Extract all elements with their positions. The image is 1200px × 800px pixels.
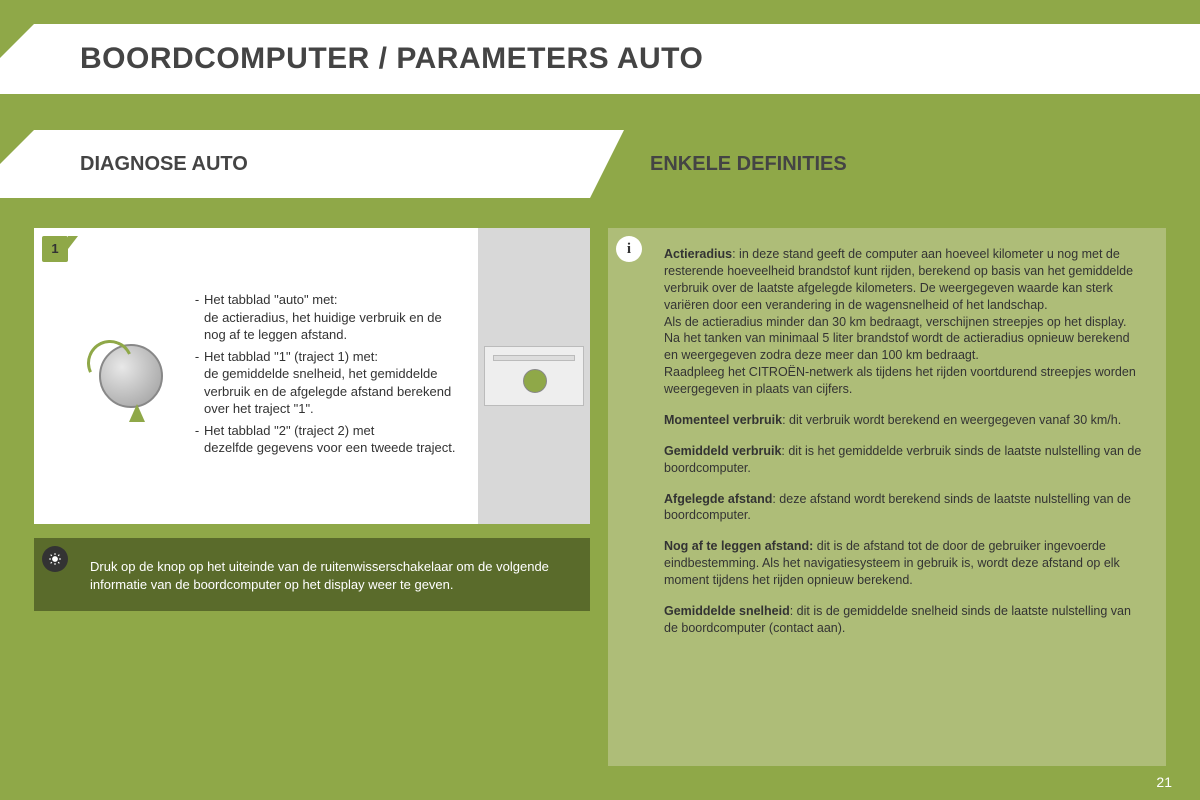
definition-item: Momenteel verbruik: dit verbruik wordt b… xyxy=(664,412,1142,429)
subheader-row: DIAGNOSE AUTO ENKELE DEFINITIES xyxy=(0,130,1200,198)
tip-panel: Druk op de knop op het uiteinde van de r… xyxy=(34,538,590,611)
definitions-list: Actieradius: in deze stand geeft de comp… xyxy=(664,246,1142,637)
tip-icon xyxy=(42,546,68,572)
tab-item: -Het tabblad "auto" met:de actieradius, … xyxy=(190,291,464,344)
definition-item: Actieradius: in deze stand geeft de comp… xyxy=(664,246,1142,398)
tab-item: -Het tabblad "2" (traject 2) metdezelfde… xyxy=(190,422,464,457)
content-row: 1 -Het tabblad "auto" met:de actieradius… xyxy=(34,228,1166,766)
definition-item: Gemiddeld verbruik: dit is het gemiddeld… xyxy=(664,443,1142,477)
definition-item: Afgelegde afstand: deze afstand wordt be… xyxy=(664,491,1142,525)
section-title-left: DIAGNOSE AUTO xyxy=(0,130,590,198)
definitions-panel: i Actieradius: in deze stand geeft de co… xyxy=(608,228,1166,766)
definition-item: Nog af te leggen afstand: dit is de afst… xyxy=(664,538,1142,589)
tab-item: -Het tabblad "1" (traject 1) met:de gemi… xyxy=(190,348,464,418)
section-title-right: ENKELE DEFINITIES xyxy=(590,130,1200,198)
right-column: i Actieradius: in deze stand geeft de co… xyxy=(608,228,1166,766)
definition-item: Gemiddelde snelheid: dit is de gemiddeld… xyxy=(664,603,1142,637)
tip-text: Druk op de knop op het uiteinde van de r… xyxy=(90,558,570,593)
manual-page: BOORDCOMPUTER / PARAMETERS AUTO DIAGNOSE… xyxy=(0,0,1200,800)
step-badge: 1 xyxy=(42,236,68,262)
info-badge: i xyxy=(616,236,642,262)
left-column: 1 -Het tabblad "auto" met:de actieradius… xyxy=(34,228,590,766)
diagnose-panel: 1 -Het tabblad "auto" met:de actieradius… xyxy=(34,228,590,524)
radio-unit-icon xyxy=(478,228,590,524)
page-number: 21 xyxy=(1156,774,1172,790)
rotary-knob-icon xyxy=(86,344,176,408)
tabs-list: -Het tabblad "auto" met:de actieradius, … xyxy=(190,291,464,461)
page-title: BOORDCOMPUTER / PARAMETERS AUTO xyxy=(0,24,1200,94)
